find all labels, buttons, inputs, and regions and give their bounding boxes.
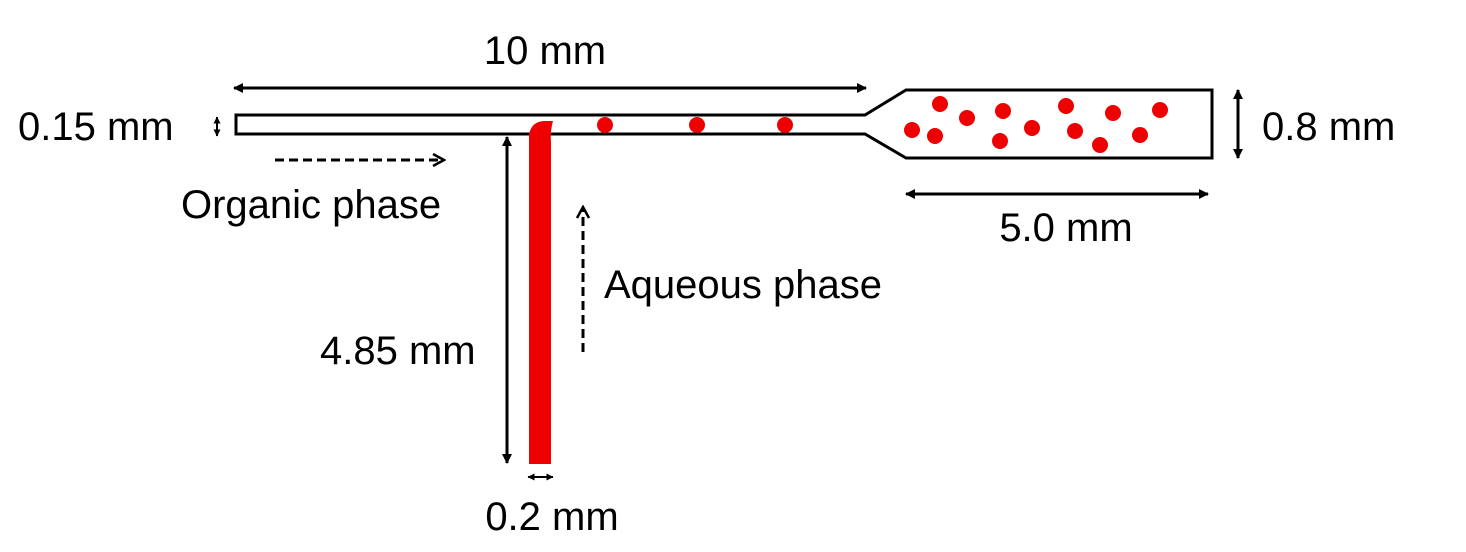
outlet-chamber-droplets — [904, 96, 1168, 153]
droplet — [777, 117, 793, 133]
organic-phase-label: Organic phase — [181, 183, 441, 227]
droplet — [959, 110, 975, 126]
droplet — [932, 96, 948, 112]
droplet — [1024, 120, 1040, 136]
main-channel-length-label: 10 mm — [484, 29, 606, 73]
droplet — [1058, 98, 1074, 114]
inlet-width-label: 0.2 mm — [485, 495, 618, 539]
droplet — [904, 122, 920, 138]
droplet — [995, 103, 1011, 119]
droplet — [992, 133, 1008, 149]
droplet — [1152, 102, 1168, 118]
outlet-width-label: 0.8 mm — [1262, 105, 1395, 149]
droplet — [689, 117, 705, 133]
aqueous-phase-label: Aqueous phase — [604, 263, 882, 307]
droplet — [1092, 137, 1108, 153]
main-channel-droplets — [597, 117, 793, 133]
droplet — [597, 117, 613, 133]
channel-outline — [234, 88, 1214, 160]
droplet — [927, 128, 943, 144]
droplet — [1067, 123, 1083, 139]
aqueous-inlet-channel — [529, 121, 553, 464]
inlet-length-label: 4.85 mm — [320, 329, 476, 373]
droplet — [1105, 105, 1121, 121]
droplet — [1132, 127, 1148, 143]
main-channel-width-label: 0.15 mm — [18, 105, 174, 149]
outlet-length-label: 5.0 mm — [999, 206, 1132, 250]
